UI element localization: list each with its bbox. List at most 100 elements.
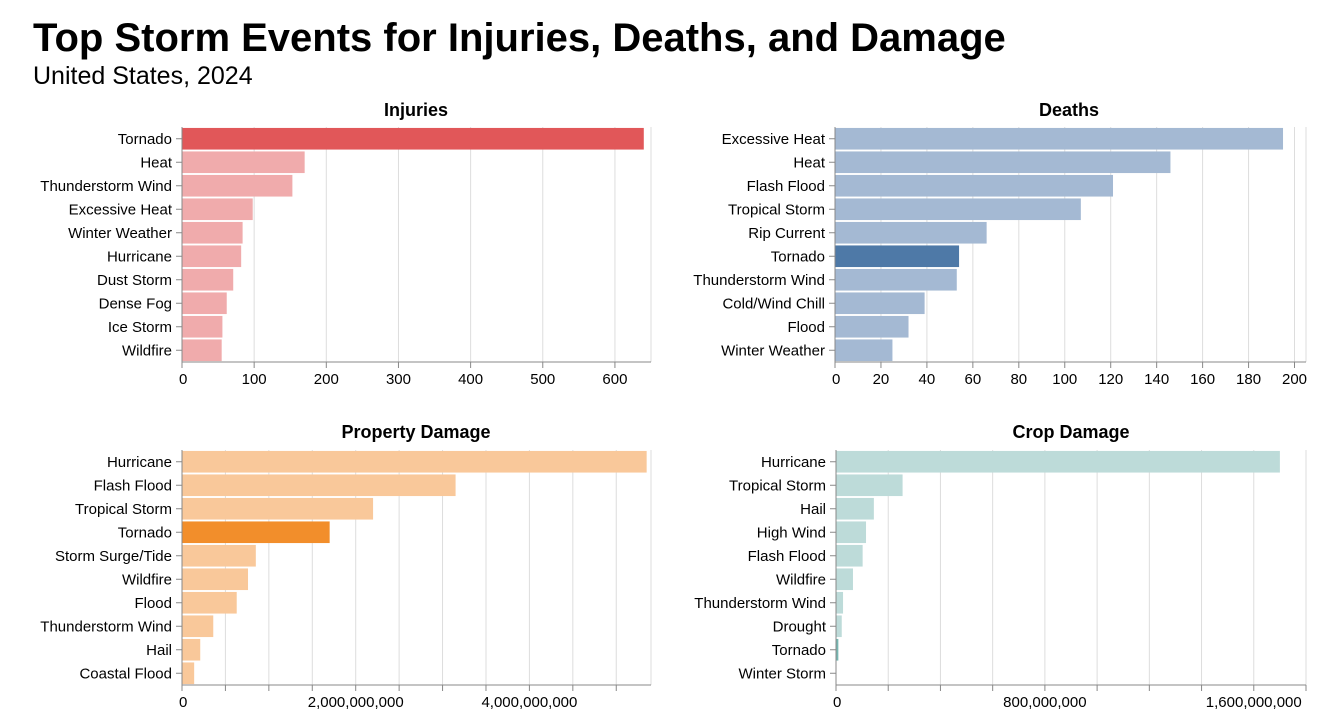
bar-rip-current <box>835 221 987 244</box>
x-tick-label: 500 <box>530 371 555 388</box>
category-label: Winter Weather <box>68 225 172 242</box>
category-label: Excessive Heat <box>722 131 826 148</box>
category-label: Tropical Storm <box>728 201 825 218</box>
category-label: Drought <box>773 618 827 635</box>
category-label: Thunderstorm Wind <box>693 272 825 289</box>
category-label: Flash Flood <box>94 477 172 494</box>
x-tick-label: 20 <box>873 371 890 388</box>
bar-hurricane <box>182 245 242 268</box>
bar-dense-fog <box>182 292 227 315</box>
category-label: Heat <box>793 154 826 171</box>
bar-tornado <box>836 638 839 661</box>
category-label: Thunderstorm Wind <box>40 178 172 195</box>
panel-injuries: Injuries Tornado Heat Thunderstorm Wind Exce… <box>40 100 652 388</box>
x-tick-label: 300 <box>386 371 411 388</box>
category-label: Flood <box>787 319 825 336</box>
bar-tropical-storm <box>836 474 903 497</box>
x-tick-label: 100 <box>1052 371 1077 388</box>
bar-wildfire <box>182 568 249 591</box>
category-label: Hail <box>146 642 172 659</box>
category-label: Thunderstorm Wind <box>40 618 172 635</box>
x-tick-label: 100 <box>242 371 267 388</box>
panel-title-injuries: Injuries <box>384 100 448 120</box>
category-label: Tornado <box>118 524 172 541</box>
category-label: Flash Flood <box>748 548 826 565</box>
category-label: Dust Storm <box>97 272 172 289</box>
bar-cold-wind-chill <box>835 292 925 315</box>
x-tick-label: 120 <box>1098 371 1123 388</box>
category-label: Hurricane <box>761 454 826 471</box>
x-tick-label: 200 <box>1282 371 1307 388</box>
category-label: Tropical Storm <box>75 501 172 518</box>
category-label: High Wind <box>757 524 826 541</box>
bar-hail <box>836 497 874 520</box>
x-tick-label: 60 <box>965 371 982 388</box>
category-label: Wildfire <box>776 571 826 588</box>
x-tick-label: 400 <box>458 371 483 388</box>
panel-title-crop-damage: Crop Damage <box>1012 422 1129 442</box>
bar-tropical-storm <box>835 198 1081 221</box>
x-tick-label: 200 <box>314 371 339 388</box>
category-label: Tropical Storm <box>729 477 826 494</box>
x-tick-label: 0 <box>832 371 840 388</box>
bar-wildfire <box>182 339 222 362</box>
bar-flood <box>182 591 237 614</box>
category-label: Thunderstorm Wind <box>694 595 826 612</box>
category-label: Tornado <box>118 131 172 148</box>
bar-dust-storm <box>182 268 234 291</box>
category-label: Coastal Flood <box>79 665 172 682</box>
bar-flash-flood <box>836 544 863 567</box>
category-label: Hurricane <box>107 454 172 471</box>
panel-crop-damage: Crop Damage Hurricane Tropical Storm Hail Hi… <box>694 422 1307 711</box>
x-tick-label: 180 <box>1236 371 1261 388</box>
category-label: Storm Surge/Tide <box>55 548 172 565</box>
category-label: Heat <box>140 154 173 171</box>
panel-title-property-damage: Property Damage <box>341 422 490 442</box>
bar-hurricane <box>182 450 647 473</box>
x-tick-label: 800,000,000 <box>1003 694 1086 711</box>
panel-deaths: Deaths Excessive Heat Heat Flash Flood Tropi… <box>693 100 1307 388</box>
bar-tornado <box>182 521 330 544</box>
category-label: Flash Flood <box>747 178 825 195</box>
category-label: Hurricane <box>107 248 172 265</box>
bar-winter-weather <box>835 339 893 362</box>
x-tick-label: 0 <box>179 694 187 711</box>
category-label: Dense Fog <box>99 295 172 312</box>
bar-excessive-heat <box>182 198 253 221</box>
category-label: Winter Weather <box>721 342 825 359</box>
category-label: Cold/Wind Chill <box>722 295 825 312</box>
category-label: Flood <box>134 595 172 612</box>
x-tick-label: 1,600,000,000 <box>1206 694 1302 711</box>
bar-thunderstorm-wind <box>182 174 293 197</box>
panel-title-deaths: Deaths <box>1039 100 1099 120</box>
bar-tornado <box>182 127 644 150</box>
x-tick-label: 0 <box>179 371 187 388</box>
category-label: Ice Storm <box>108 319 172 336</box>
category-label: Wildfire <box>122 342 172 359</box>
category-label: Tornado <box>772 642 826 659</box>
category-label: Excessive Heat <box>69 201 173 218</box>
category-label: Hail <box>800 501 826 518</box>
bar-wildfire <box>836 568 853 591</box>
category-label: Winter Storm <box>738 665 826 682</box>
bar-thunderstorm-wind <box>836 591 844 614</box>
page-title: Top Storm Events for Injuries, Deaths, a… <box>33 16 1006 60</box>
bar-flash-flood <box>182 474 456 497</box>
bar-winter-weather <box>182 221 243 244</box>
category-label: Wildfire <box>122 571 172 588</box>
x-tick-label: 40 <box>919 371 936 388</box>
category-label: Rip Current <box>748 225 826 242</box>
x-tick-label: 600 <box>602 371 627 388</box>
x-tick-label: 160 <box>1190 371 1215 388</box>
page-subtitle: United States, 2024 <box>33 62 253 90</box>
bar-heat <box>835 151 1171 174</box>
bar-heat <box>182 151 305 174</box>
x-tick-label: 140 <box>1144 371 1169 388</box>
bar-high-wind <box>836 521 867 544</box>
bar-coastal-flood <box>182 662 195 685</box>
bar-hail <box>182 638 201 661</box>
x-tick-label: 4,000,000,000 <box>481 694 577 711</box>
x-tick-label: 80 <box>1010 371 1027 388</box>
x-tick-label: 0 <box>833 694 841 711</box>
